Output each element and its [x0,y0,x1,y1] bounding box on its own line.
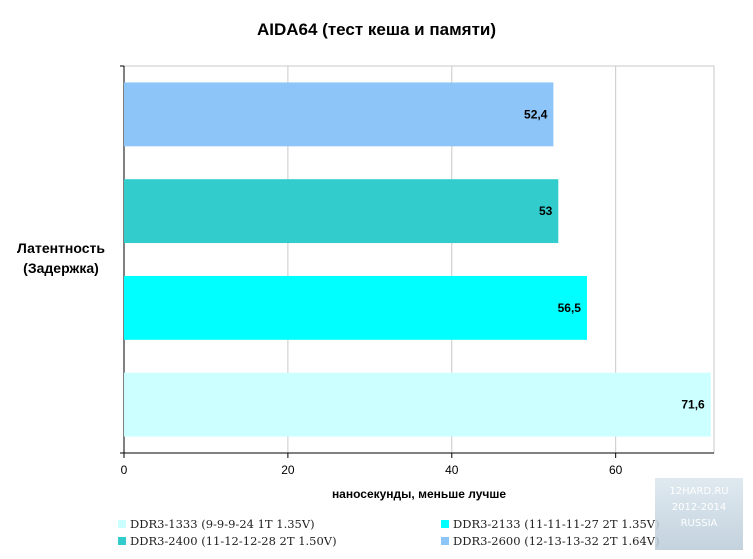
data-label: 52,4 [524,107,548,121]
legend-label: DDR3-1333 (9-9-9-24 1T 1.35V) [130,517,315,531]
watermark-logo: 12HARD.RU 2012-2014 RUSSIA [655,478,743,550]
bar [124,179,559,244]
x-tick-label: 40 [445,463,459,477]
watermark-line-3: RUSSIA [680,518,718,529]
chart-title: AIDA64 (тест кеша и памяти) [256,20,497,39]
legend-item: DDR3-2133 (11-11-11-27 2T 1.35V) [441,517,660,531]
bar [124,82,554,147]
data-labels: 71,6 56,5 53 52,4 [524,107,705,411]
data-label: 56,5 [558,301,582,315]
legend-swatch [441,537,449,545]
x-tick-label: 60 [609,463,623,477]
legend-swatch [118,537,126,545]
watermark-line-2: 2012-2014 [671,502,727,513]
legend-item: DDR3-2600 (12-13-13-32 2T 1.64V) [441,534,660,548]
legend-item: DDR3-2400 (11-12-12-28 2T 1.50V) [118,534,337,548]
legend-label: DDR3-2133 (11-11-11-27 2T 1.35V) [453,517,660,531]
data-label: 71,6 [681,398,705,412]
tick-labels: 0 20 40 60 [121,463,623,477]
watermark-line-1: 12HARD.RU [669,486,729,497]
legend-swatch [441,520,449,528]
legend-label: DDR3-2400 (11-12-12-28 2T 1.50V) [130,534,337,548]
legend-label: DDR3-2600 (12-13-13-32 2T 1.64V) [453,534,660,548]
bar [124,372,711,437]
bar [124,275,587,340]
data-label: 53 [539,204,553,218]
x-tick-label: 20 [281,463,295,477]
x-tick-label: 0 [121,463,128,477]
legend-swatch [118,520,126,528]
legend-item: DDR3-1333 (9-9-9-24 1T 1.35V) [118,517,315,531]
x-axis-label: наносекунды, меньше лучше [331,487,507,501]
bars [124,82,711,437]
y-axis-label: Латентность (Задержка) [17,240,105,276]
